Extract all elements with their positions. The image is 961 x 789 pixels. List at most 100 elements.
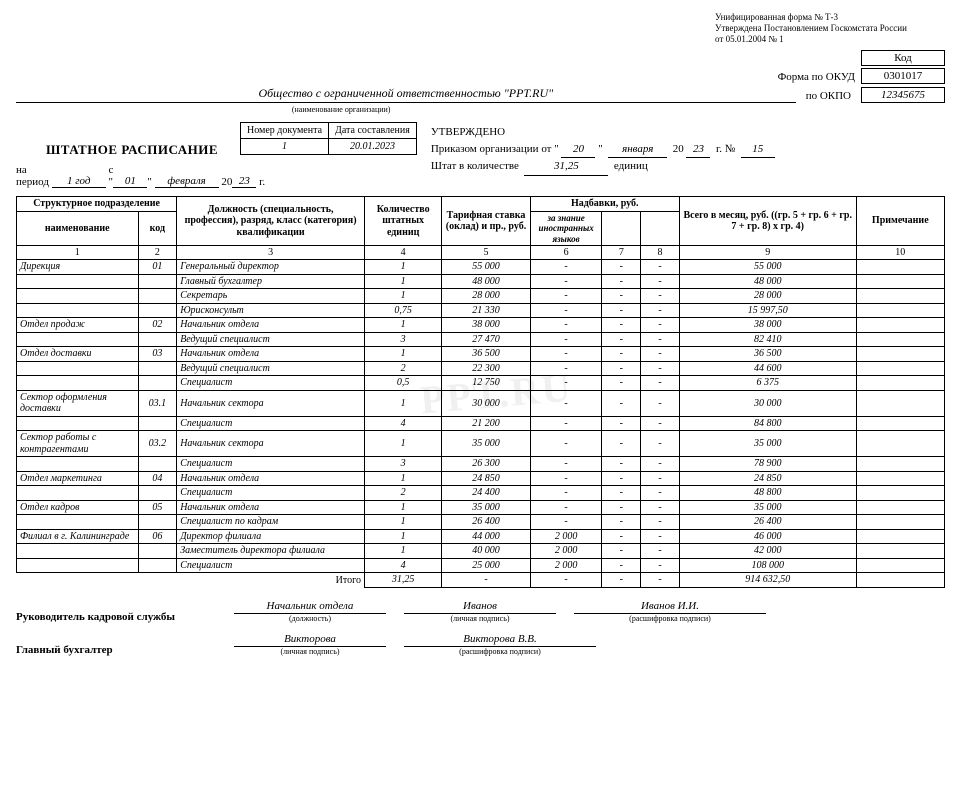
cell: -	[641, 332, 680, 347]
cell	[138, 515, 177, 530]
cell	[17, 515, 139, 530]
cell: 6 375	[679, 376, 856, 391]
cell: -	[530, 274, 602, 289]
cell: -	[602, 318, 641, 333]
cell: 1	[364, 544, 441, 559]
cell: -	[602, 390, 641, 416]
kod-header: Код	[16, 50, 945, 66]
table-row: Специалист224 400---48 800	[17, 486, 945, 501]
table-row: Юрисконсульт0,7521 330---15 997,50	[17, 303, 945, 318]
cell	[856, 529, 944, 544]
cell	[138, 376, 177, 391]
cell: -	[641, 289, 680, 304]
org-row: Общество с ограниченной ответственностью…	[16, 86, 945, 103]
cell: Начальник отдела	[177, 347, 365, 362]
cell: -	[530, 486, 602, 501]
cell: Заместитель директора филиала	[177, 544, 365, 559]
okud-value: 0301017	[861, 68, 945, 84]
colnum: 5	[442, 245, 530, 260]
cell: Специалист	[177, 457, 365, 472]
cell: Специалист	[177, 558, 365, 573]
cell: Генеральный директор	[177, 260, 365, 275]
cell: 84 800	[679, 416, 856, 431]
cell: 44 600	[679, 361, 856, 376]
cell: 03.2	[138, 431, 177, 457]
cell: 1	[364, 471, 441, 486]
cell: 78 900	[679, 457, 856, 472]
totals-rate: -	[442, 573, 530, 588]
totals-units: 31,25	[364, 573, 441, 588]
cell: 42 000	[679, 544, 856, 559]
cell: Директор филиала	[177, 529, 365, 544]
h-allow2	[602, 211, 641, 245]
cell: -	[602, 274, 641, 289]
cell: -	[602, 500, 641, 515]
table-row: Секретарь128 000---28 000	[17, 289, 945, 304]
count-label: Штат в количестве	[431, 160, 519, 172]
cell: -	[641, 471, 680, 486]
sig-acc-row: Главный бухгалтер Викторова (личная подп…	[16, 633, 945, 656]
cell	[17, 544, 139, 559]
kod-label-cell: Код	[861, 50, 945, 66]
cell: 2	[364, 361, 441, 376]
cell: -	[530, 457, 602, 472]
cell: 2 000	[530, 529, 602, 544]
cell: -	[641, 457, 680, 472]
cell: 55 000	[442, 260, 530, 275]
cell: Специалист по кадрам	[177, 515, 365, 530]
approve-ypre: 20	[673, 143, 684, 155]
cell	[856, 260, 944, 275]
colnum: 4	[364, 245, 441, 260]
approve-title: УТВЕРЖДЕНО	[431, 124, 945, 141]
cell: -	[602, 347, 641, 362]
h-total: Всего в месяц, руб. ((гр. 5 + гр. 6 + гр…	[679, 197, 856, 246]
cell	[138, 486, 177, 501]
cell: Сектор оформления доставки	[17, 390, 139, 416]
cell: 2 000	[530, 544, 602, 559]
cell: Главный бухгалтер	[177, 274, 365, 289]
cell	[856, 515, 944, 530]
period-year: 23	[232, 175, 256, 188]
cell: 38 000	[679, 318, 856, 333]
approve-q: "	[598, 143, 603, 155]
form-note-line: Утверждена Постановлением Госкомстата Ро…	[715, 23, 945, 34]
cell: -	[641, 347, 680, 362]
h-struct-name: наименование	[17, 211, 139, 245]
cell	[138, 457, 177, 472]
h-allow: Надбавки, руб.	[530, 197, 679, 212]
approve-g: г. №	[716, 143, 735, 155]
cell: -	[641, 486, 680, 501]
okud-row: Форма по ОКУД 0301017	[16, 68, 945, 84]
cell: 36 500	[442, 347, 530, 362]
period-month: февраля	[155, 175, 219, 188]
cell: Отдел кадров	[17, 500, 139, 515]
cell: -	[602, 486, 641, 501]
cell: -	[641, 303, 680, 318]
period-ypre: 20	[221, 176, 232, 188]
cell: -	[602, 361, 641, 376]
cell	[856, 486, 944, 501]
cell: 12 750	[442, 376, 530, 391]
doc-num: 1	[241, 139, 329, 155]
cell	[856, 376, 944, 391]
cell: 38 000	[442, 318, 530, 333]
cell	[17, 486, 139, 501]
cell	[138, 303, 177, 318]
cell: -	[641, 558, 680, 573]
cell: Начальник отдела	[177, 500, 365, 515]
h-allow1: за знание иностранных языков	[530, 211, 602, 245]
cell: -	[641, 529, 680, 544]
cell	[856, 390, 944, 416]
cell: 05	[138, 500, 177, 515]
cell: -	[530, 303, 602, 318]
period-value: 1 год	[52, 175, 106, 188]
cell: -	[602, 544, 641, 559]
cell: 28 000	[442, 289, 530, 304]
cell: 40 000	[442, 544, 530, 559]
cell: 03	[138, 347, 177, 362]
table-body: Дирекция01Генеральный директор155 000---…	[17, 260, 945, 573]
cell: Специалист	[177, 416, 365, 431]
cell: 44 000	[442, 529, 530, 544]
cell: 1	[364, 347, 441, 362]
cell: Филиал в г. Калининграде	[17, 529, 139, 544]
